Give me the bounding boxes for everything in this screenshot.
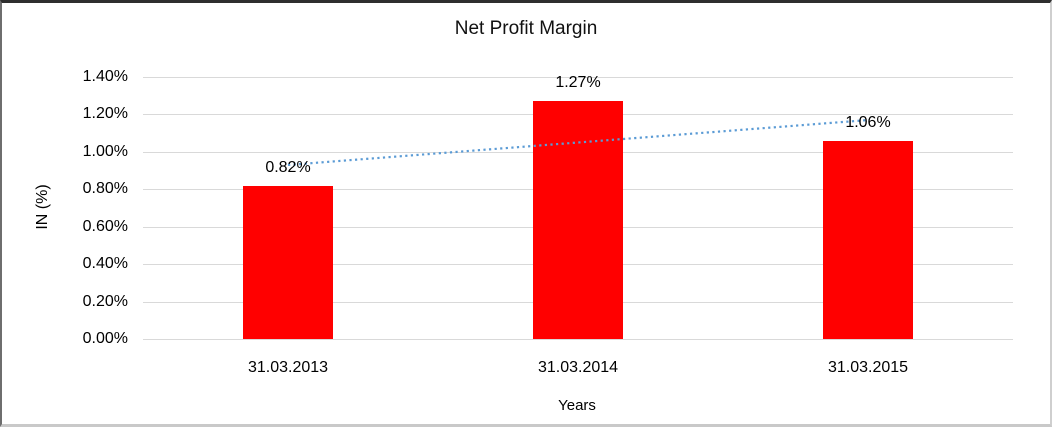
y-tick-label: 0.80% bbox=[82, 180, 128, 197]
x-tick-label: 31.03.2015 bbox=[827, 359, 909, 376]
y-tick-label: 0.00% bbox=[82, 330, 128, 347]
bar-value-label: 0.82% bbox=[265, 159, 311, 176]
gridline bbox=[143, 77, 1013, 78]
bar bbox=[243, 186, 333, 339]
bar-value-label: 1.27% bbox=[555, 74, 601, 91]
x-tick-label: 31.03.2013 bbox=[247, 359, 329, 376]
x-axis-title: Years bbox=[558, 397, 596, 414]
bar-value-label: 1.06% bbox=[845, 114, 891, 131]
y-tick-label: 1.40% bbox=[82, 68, 128, 85]
bar bbox=[533, 101, 623, 339]
bar bbox=[823, 141, 913, 339]
y-tick-label: 1.20% bbox=[82, 105, 128, 122]
chart-title: Net Profit Margin bbox=[454, 18, 598, 39]
gridline bbox=[143, 339, 1013, 340]
y-tick-label: 0.20% bbox=[82, 293, 128, 310]
y-tick-label: 0.40% bbox=[82, 255, 128, 272]
x-tick-label: 31.03.2014 bbox=[537, 359, 619, 376]
y-tick-label: 1.00% bbox=[82, 143, 128, 160]
y-tick-label: 0.60% bbox=[82, 218, 128, 235]
